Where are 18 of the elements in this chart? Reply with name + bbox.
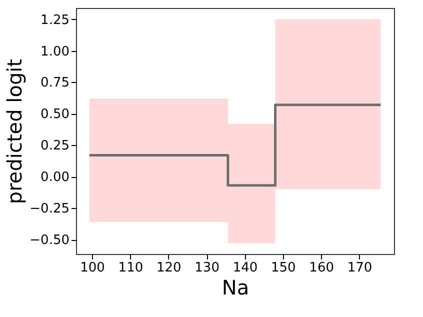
x-tick-label: 110 bbox=[118, 260, 144, 276]
y-tick-label: 1.25 bbox=[40, 12, 70, 28]
x-tick-label: 120 bbox=[156, 260, 182, 276]
y-tick-label: −0.25 bbox=[30, 202, 70, 217]
x-tick-label: 140 bbox=[232, 260, 258, 276]
x-axis-title: Na bbox=[222, 276, 250, 300]
x-tick-label: 160 bbox=[309, 260, 334, 276]
y-tick-label: 1.00 bbox=[40, 44, 70, 60]
y-tick-label: 0.00 bbox=[40, 170, 70, 186]
x-tick-label: 150 bbox=[270, 260, 296, 276]
x-tick-label: 130 bbox=[194, 260, 220, 276]
y-tick-label: 0.25 bbox=[40, 138, 70, 154]
y-tick-label: 0.75 bbox=[40, 76, 70, 91]
x-tick-label: 170 bbox=[347, 260, 372, 276]
y-tick-label: 0.50 bbox=[40, 107, 70, 122]
y-axis-title: predicted logit bbox=[2, 58, 27, 204]
y-tick-label: −0.50 bbox=[30, 233, 70, 248]
x-tick-label: 100 bbox=[80, 260, 105, 276]
